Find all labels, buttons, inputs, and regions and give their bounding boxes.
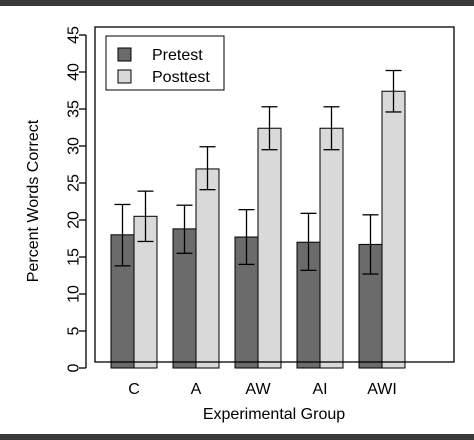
error-bars xyxy=(114,69,402,275)
y-tick-label: 20 xyxy=(66,211,83,229)
bar-posttest-ai xyxy=(319,127,344,369)
legend-label-pretest: Pretest xyxy=(152,47,203,64)
y-tick-label: 10 xyxy=(66,285,83,303)
y-tick-label: 15 xyxy=(66,248,83,266)
y-axis-title: Percent Words Correct xyxy=(25,119,42,282)
y-tick-label: 0 xyxy=(66,363,83,372)
y-tick-label: 40 xyxy=(66,63,83,81)
bar-posttest-awi xyxy=(381,90,406,369)
y-tick-label: 5 xyxy=(66,326,83,335)
x-axis-title: Experimental Group xyxy=(203,406,345,423)
bar-posttest-a xyxy=(195,168,220,369)
legend-swatch-pretest xyxy=(117,47,132,62)
y-tick-label: 35 xyxy=(66,100,83,118)
x-tick-label-aw: AW xyxy=(245,381,271,398)
bar-chart: 0 5 10 15 20 25 30 35 40 45 C A AW AI AWI Pretest Pos… xyxy=(25,26,455,423)
x-tick-label-ai: AI xyxy=(312,381,327,398)
legend-swatch-posttest xyxy=(117,69,132,84)
y-tick-label: 25 xyxy=(66,174,83,192)
x-tick-label-awi: AWI xyxy=(367,381,397,398)
x-tick-label-c: C xyxy=(128,381,140,398)
legend-label-posttest: Posttest xyxy=(152,69,210,86)
x-axis: C A AW AI AWI xyxy=(128,381,397,398)
y-axis: 0 5 10 15 20 25 30 35 40 45 xyxy=(66,26,87,372)
plot-frame xyxy=(94,26,455,363)
y-tick-label: 30 xyxy=(66,137,83,155)
chart-figure: 0 5 10 15 20 25 30 35 40 45 C A AW AI AWI Pretest Pos… xyxy=(0,6,474,434)
bars xyxy=(110,90,406,369)
legend: Pretest Posttest xyxy=(105,35,225,91)
bar-posttest-aw xyxy=(257,127,282,369)
x-tick-label-a: A xyxy=(191,381,202,398)
y-tick-label: 45 xyxy=(66,26,83,44)
